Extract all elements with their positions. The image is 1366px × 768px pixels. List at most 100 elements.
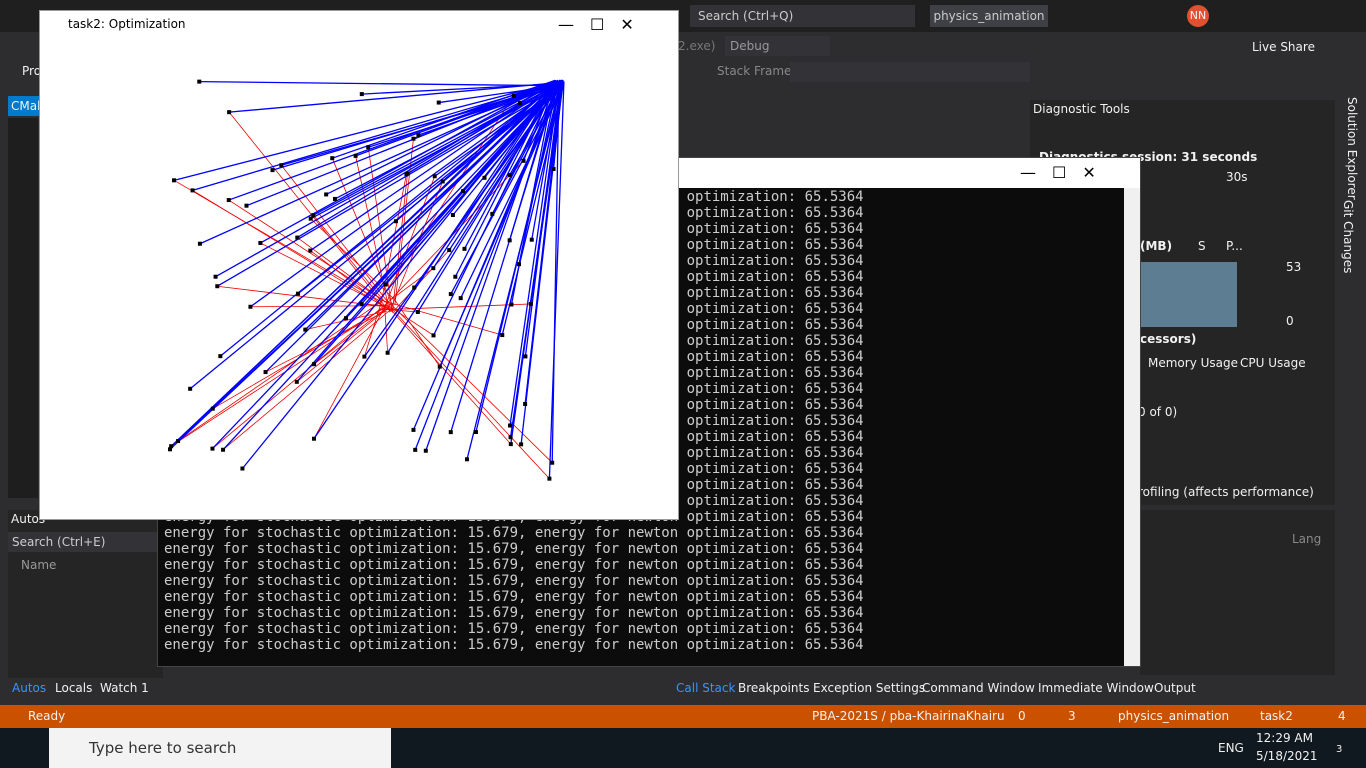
scrollbar[interactable] (1124, 188, 1140, 666)
node (168, 447, 173, 452)
cpu-label: cessors) (1140, 332, 1197, 346)
blue-link (260, 79, 556, 244)
stack-frame-label: Stack Frame: (717, 64, 796, 78)
node (359, 301, 364, 306)
node (411, 427, 416, 432)
node (295, 235, 300, 240)
bottom-tab[interactable]: Exception Settings (813, 681, 926, 695)
stack-frame-dropdown[interactable] (790, 62, 1030, 82)
bottom-tab[interactable]: Command Window (922, 681, 1035, 695)
memory-label: (MB) (1140, 239, 1173, 253)
status-repo[interactable]: PBA-2021S / pba-KhairinaKhairu (812, 709, 1005, 723)
window-controls[interactable]: — ☐ ✕ (558, 15, 634, 34)
language[interactable]: ENG (1218, 741, 1244, 755)
live-share[interactable]: Live Share (1252, 40, 1315, 54)
blue-link (215, 82, 560, 278)
blue-link (510, 84, 555, 305)
status-project[interactable]: physics_animation (1118, 709, 1230, 723)
node (511, 93, 516, 98)
node (411, 136, 416, 141)
red-link (388, 305, 434, 336)
profiling-label: rofiling (affects performance) (1138, 485, 1314, 499)
blue-link (173, 80, 562, 181)
blue-link (211, 80, 563, 450)
diag-tab[interactable]: CPU Usage (1240, 356, 1306, 370)
column-header: Name (21, 558, 57, 572)
node (218, 354, 223, 359)
left-tab[interactable]: CMak (8, 96, 44, 116)
console-line: energy for stochastic optimization: 15.6… (164, 589, 864, 605)
node (294, 379, 299, 384)
node (366, 145, 371, 150)
notification-badge[interactable]: 3 (1336, 744, 1343, 755)
bottom-tab[interactable]: Locals (55, 681, 93, 695)
node (432, 174, 437, 179)
blue-link (309, 79, 561, 252)
exe-label: 2.exe) (678, 39, 716, 53)
red-link (212, 303, 388, 449)
status-branch[interactable]: task2 (1260, 709, 1293, 723)
red-link (391, 173, 408, 313)
autos-search[interactable]: Search (Ctrl+E) (8, 532, 163, 552)
search-box[interactable]: Search (Ctrl+Q) (690, 5, 915, 27)
node (464, 457, 469, 462)
window-controls[interactable]: — ☐ ✕ (1020, 163, 1096, 182)
user-avatar[interactable]: NN (1187, 5, 1209, 27)
node (523, 354, 528, 359)
bottom-tab[interactable]: Breakpoints (738, 681, 810, 695)
bottom-tab[interactable]: Output (1154, 681, 1196, 695)
blue-link (296, 80, 557, 239)
memory-graph (1140, 262, 1237, 327)
node (482, 175, 487, 180)
bottom-tab[interactable]: Call Stack (676, 681, 736, 695)
node (311, 213, 316, 218)
blue-link (452, 81, 563, 216)
status-edits[interactable]: 3 (1068, 709, 1076, 723)
red-link (281, 164, 388, 302)
blue-link (361, 84, 557, 305)
config-dropdown[interactable]: Debug (725, 36, 830, 56)
side-tab[interactable]: Solution Explorer (1345, 97, 1359, 200)
blue-link (229, 81, 561, 113)
bottom-tab[interactable]: Immediate Window (1038, 681, 1154, 695)
node (413, 447, 418, 452)
node (462, 246, 467, 251)
status-notifications[interactable]: 4 (1338, 709, 1346, 723)
red-link (217, 285, 386, 307)
bottom-tab[interactable]: Autos (12, 681, 47, 695)
blue-link (412, 82, 562, 431)
side-tab[interactable]: Git Changes (1341, 200, 1355, 274)
node (508, 442, 513, 447)
node (188, 386, 193, 391)
diag-tab[interactable]: Memory Usage (1148, 356, 1239, 370)
node (227, 110, 232, 115)
node (415, 309, 420, 314)
clock-time[interactable]: 12:29 AM (1256, 731, 1313, 745)
node (263, 370, 268, 375)
node (312, 362, 317, 367)
blue-link (466, 81, 563, 460)
blue-link (548, 81, 565, 479)
node (258, 240, 263, 245)
status-up[interactable]: 0 (1018, 709, 1026, 723)
legend: P... (1226, 239, 1243, 253)
bottom-tab[interactable]: Watch 1 (100, 681, 149, 695)
blue-link (510, 85, 562, 445)
blue-link (219, 83, 556, 357)
node (311, 436, 316, 441)
node (551, 167, 556, 172)
node (197, 241, 202, 246)
node (550, 460, 555, 465)
node (210, 446, 215, 451)
red-link (394, 249, 450, 311)
blue-link (361, 82, 562, 95)
taskbar-search[interactable]: Type here to search (49, 728, 391, 768)
right-lower-panel (1140, 510, 1335, 675)
node (461, 189, 466, 194)
left-item: Pro (22, 64, 42, 78)
node (447, 248, 452, 253)
node (448, 430, 453, 435)
node (197, 79, 202, 84)
clock-date[interactable]: 5/18/2021 (1256, 749, 1318, 763)
node (385, 350, 390, 355)
